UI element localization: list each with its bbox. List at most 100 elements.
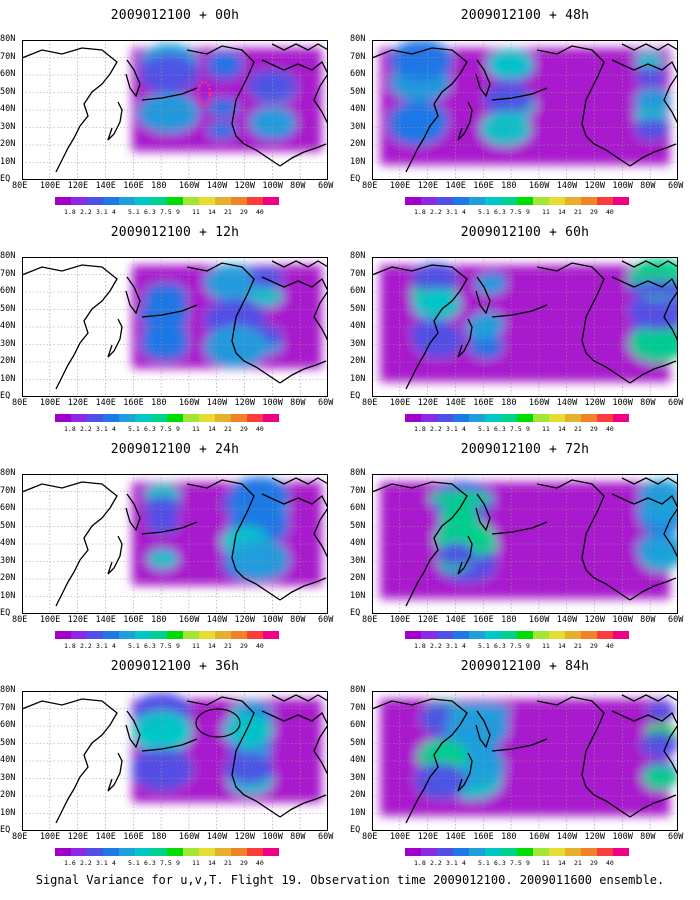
latitude-tick-label: 50N xyxy=(350,303,366,314)
colorbar-swatch xyxy=(135,631,151,639)
colorbar-swatch xyxy=(581,631,597,639)
colorbar-label: 11 xyxy=(542,208,550,216)
colorbar-label: 6.3 xyxy=(494,208,506,216)
latitude-tick-label: 50N xyxy=(350,86,366,97)
latitude-tick-label: EQ xyxy=(350,608,361,618)
colorbar-label: 11 xyxy=(542,859,550,867)
latitude-tick-label: 80N xyxy=(350,468,366,478)
colorbar-label: 6.3 xyxy=(144,859,156,867)
longitude-tick-label: 120E xyxy=(67,615,89,625)
colorbar xyxy=(405,631,629,639)
colorbar-swatch xyxy=(167,631,183,639)
colorbar-label: 5.1 xyxy=(128,208,140,216)
latitude-tick-label: 30N xyxy=(0,772,16,783)
colorbar-label: 1.8 xyxy=(414,208,426,216)
latitude-tick-label: 10N xyxy=(0,807,16,818)
latitude-tick-label: 30N xyxy=(0,338,16,349)
colorbar-label: 21 xyxy=(574,425,582,433)
latitude-tick-label: 10N xyxy=(350,373,366,384)
colorbar-swatch xyxy=(263,631,279,639)
colorbar-swatch xyxy=(263,197,279,205)
latitude-tick-label: 60N xyxy=(0,69,16,79)
latitude-tick-label: 10N xyxy=(0,156,16,167)
panel-title: 2009012100 + 60h xyxy=(460,225,590,240)
longitude-tick-label: 140E xyxy=(445,615,466,625)
longitude-tick-label: 60W xyxy=(668,181,684,191)
colorbar-swatch xyxy=(151,848,167,856)
latitude-tick-label: 50N xyxy=(0,86,16,97)
latitude-tick-label: 20N xyxy=(350,356,366,366)
colorbar-swatch xyxy=(183,848,199,856)
latitude-tick-label: 80N xyxy=(350,34,366,44)
latitude-tick-label: EQ xyxy=(0,174,11,184)
variance-map xyxy=(22,257,328,397)
colorbar-label: 11 xyxy=(192,642,200,650)
colorbar-swatch xyxy=(55,197,71,205)
longitude-tick-label: 100W xyxy=(262,398,283,408)
longitude-tick-label: 120W xyxy=(584,615,606,625)
latitude-tick-label: 20N xyxy=(350,573,366,583)
colorbar-swatch xyxy=(103,414,119,422)
longitude-tick-label: 140W xyxy=(206,615,228,625)
colorbar-label: 11 xyxy=(192,425,200,433)
colorbar-swatch xyxy=(405,848,421,856)
colorbar-label: 3.1 xyxy=(446,208,458,216)
colorbar-swatch xyxy=(437,414,453,422)
colorbar-swatch xyxy=(215,631,231,639)
colorbar-label: 1.6 xyxy=(64,859,76,867)
colorbar-label: 2.2 xyxy=(80,425,92,433)
colorbar-swatch xyxy=(517,631,533,639)
colorbar-swatch xyxy=(565,197,581,205)
longitude-tick-label: 120E xyxy=(67,181,89,191)
colorbar-label: 9 xyxy=(176,859,180,867)
colorbar-label: 4 xyxy=(112,208,116,216)
colorbar xyxy=(405,848,629,856)
longitude-tick-label: 60W xyxy=(318,615,334,625)
longitude-tick-label: 160E xyxy=(473,615,494,625)
longitude-tick-label: 160W xyxy=(528,615,550,625)
longitude-tick-label: 80W xyxy=(290,181,306,191)
longitude-tick-label: 120W xyxy=(584,181,606,191)
colorbar-label: 3.1 xyxy=(96,859,108,867)
colorbar-label: 40 xyxy=(606,208,614,216)
colorbar-swatch xyxy=(533,414,549,422)
longitude-tick-label: 100E xyxy=(389,181,411,191)
variance-map xyxy=(372,257,678,397)
variance-map xyxy=(372,691,678,831)
latitude-tick-label: 60N xyxy=(350,69,366,79)
colorbar-label: 7.5 xyxy=(510,642,522,650)
colorbar-label: 6.3 xyxy=(494,425,506,433)
colorbar-swatch xyxy=(199,631,215,639)
longitude-tick-label: 80E xyxy=(12,398,28,408)
longitude-tick-label: 160E xyxy=(123,181,144,191)
longitude-tick-label: 100W xyxy=(612,398,633,408)
colorbar-swatch xyxy=(405,631,421,639)
latitude-tick-label: 10N xyxy=(350,156,366,167)
longitude-tick-label: 160W xyxy=(528,398,550,408)
colorbar-swatch xyxy=(565,631,581,639)
colorbar-label: 3.1 xyxy=(446,425,458,433)
colorbar-swatch xyxy=(485,197,501,205)
longitude-tick-label: 80W xyxy=(290,832,306,842)
colorbar-label: 14 xyxy=(558,859,566,867)
colorbar-swatch xyxy=(597,848,613,856)
longitude-tick-label: 60W xyxy=(668,832,684,842)
latitude-tick-label: 70N xyxy=(0,51,16,62)
colorbar-label: 4 xyxy=(462,642,466,650)
latitude-tick-label: 70N xyxy=(350,702,366,713)
latitude-tick-label: 70N xyxy=(0,702,16,713)
longitude-tick-label: 120W xyxy=(234,181,256,191)
latitude-tick-label: 10N xyxy=(0,590,16,601)
colorbar-label: 14 xyxy=(208,425,216,433)
longitude-tick-label: 120E xyxy=(417,398,439,408)
latitude-tick-label: EQ xyxy=(350,825,361,835)
colorbar-swatch xyxy=(565,414,581,422)
longitude-tick-label: 140E xyxy=(445,181,466,191)
colorbar-swatch xyxy=(485,848,501,856)
colorbar-swatch xyxy=(485,414,501,422)
longitude-tick-label: 140E xyxy=(95,398,116,408)
colorbar-swatch xyxy=(55,848,71,856)
colorbar-swatch xyxy=(597,631,613,639)
latitude-tick-label: 20N xyxy=(0,356,16,366)
colorbar-swatch xyxy=(437,197,453,205)
